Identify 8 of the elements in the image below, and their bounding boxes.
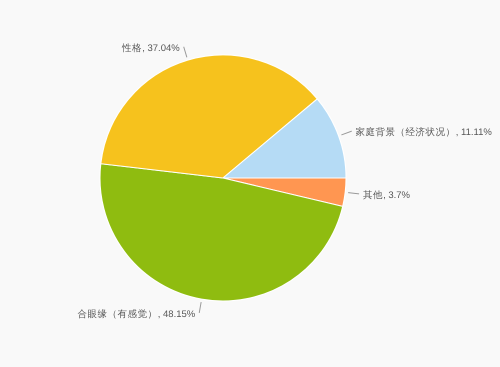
slice-label: 合眼缘（有感觉） xyxy=(78,308,158,320)
data-label: , 48.15% xyxy=(158,308,196,320)
slice-label: 家庭背景（经济状况） xyxy=(356,126,456,138)
slice-label: 其他 xyxy=(363,188,384,201)
data-label: , 11.11% xyxy=(456,127,492,138)
data-label: , 37.04% xyxy=(142,42,180,54)
slice-label: 性格 xyxy=(121,42,142,54)
data-label: , 3.7% xyxy=(383,190,411,201)
